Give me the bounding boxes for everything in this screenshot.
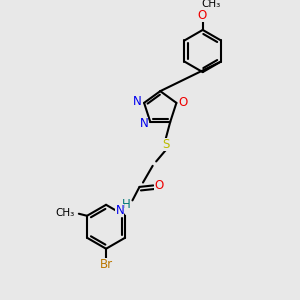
Text: N: N (116, 204, 124, 217)
Text: CH₃: CH₃ (201, 0, 220, 9)
Text: O: O (154, 179, 164, 192)
Text: H: H (122, 198, 131, 211)
Text: CH₃: CH₃ (56, 208, 75, 218)
Text: N: N (133, 95, 142, 108)
Text: S: S (162, 138, 169, 151)
Text: O: O (197, 9, 207, 22)
Text: O: O (178, 96, 188, 110)
Text: N: N (140, 117, 148, 130)
Text: Br: Br (100, 258, 112, 271)
